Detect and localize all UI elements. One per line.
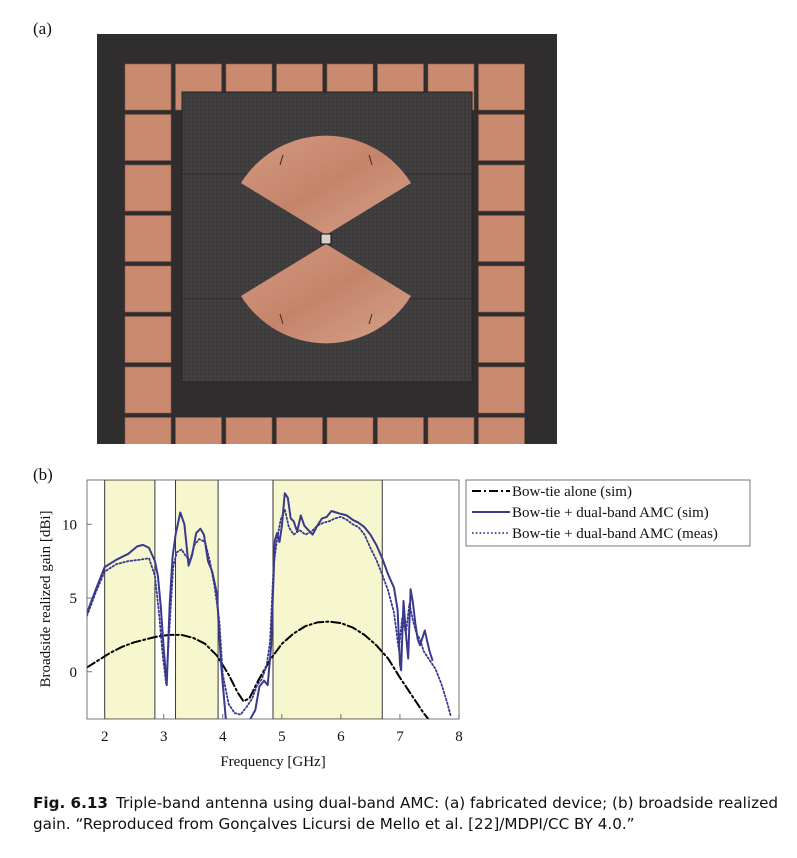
figure-caption: Fig. 6.13 Triple-band antenna using dual-… bbox=[33, 793, 783, 835]
amc-patch bbox=[478, 114, 525, 161]
amc-patch bbox=[175, 417, 222, 444]
gain-chart: 2 3 4 5 6 7 8 0 5 10 Frequency [GHz] Broadside r… bbox=[38, 479, 751, 770]
amc-patch bbox=[478, 316, 525, 363]
x-tick-label: 5 bbox=[278, 729, 286, 745]
amc-patch bbox=[478, 417, 525, 444]
amc-patch bbox=[377, 417, 424, 444]
amc-patch bbox=[124, 265, 172, 313]
series-line-0 bbox=[87, 620, 430, 719]
bowtie-lower-arm bbox=[241, 244, 411, 344]
y-tick-label: 5 bbox=[70, 591, 78, 607]
amc-patch bbox=[124, 215, 172, 262]
amc-patch bbox=[124, 366, 172, 414]
feed-point bbox=[320, 233, 332, 245]
amc-patch bbox=[478, 215, 525, 262]
y-axis-ticks: 0 5 10 bbox=[62, 517, 92, 681]
series-line-2 bbox=[87, 508, 452, 717]
series-line-1 bbox=[87, 492, 434, 719]
legend-label-1: Bow-tie + dual-band AMC (sim) bbox=[512, 505, 709, 521]
amc-patch bbox=[478, 164, 525, 212]
amc-patch bbox=[427, 417, 475, 444]
highlight-band bbox=[104, 480, 156, 719]
x-tick-label: 6 bbox=[337, 729, 345, 745]
plot-frame bbox=[86, 479, 460, 720]
amc-patch bbox=[124, 114, 172, 161]
x-tick-label: 8 bbox=[455, 729, 463, 745]
legend-label-2: Bow-tie + dual-band AMC (meas) bbox=[512, 526, 718, 542]
amc-patch bbox=[124, 316, 172, 363]
amc-patch bbox=[478, 63, 525, 111]
panel-a-label: (a) bbox=[33, 19, 52, 38]
caption-text: Triple-band antenna using dual-band AMC:… bbox=[33, 794, 779, 833]
amc-patch bbox=[124, 63, 172, 111]
x-tick-label: 3 bbox=[160, 729, 168, 745]
amc-patch bbox=[124, 164, 172, 212]
panel-b-label: (b) bbox=[33, 465, 53, 484]
amc-patch bbox=[276, 417, 323, 444]
highlight-bands bbox=[104, 480, 383, 719]
y-tick-label: 0 bbox=[70, 665, 78, 681]
amc-patch bbox=[225, 417, 273, 444]
bowtie-upper-arm bbox=[241, 135, 411, 235]
amc-patch bbox=[326, 417, 374, 444]
x-tick-label: 4 bbox=[219, 729, 227, 745]
series-layer bbox=[87, 492, 452, 719]
legend: Bow-tie alone (sim) Bow-tie + dual-band A… bbox=[465, 479, 751, 547]
y-tick-label: 10 bbox=[62, 517, 77, 533]
x-tick-label: 2 bbox=[101, 729, 109, 745]
x-axis-ticks: 2 3 4 5 6 7 8 bbox=[101, 714, 463, 745]
fabricated-device-photo bbox=[97, 34, 557, 444]
x-axis-label: Frequency [GHz] bbox=[220, 754, 325, 770]
legend-box bbox=[465, 479, 751, 547]
legend-label-0: Bow-tie alone (sim) bbox=[512, 484, 632, 500]
amc-patch bbox=[124, 417, 172, 444]
x-tick-label: 7 bbox=[396, 729, 404, 745]
amc-patch bbox=[478, 265, 525, 313]
amc-patch bbox=[478, 366, 525, 414]
figure-number: Fig. 6.13 bbox=[33, 794, 108, 812]
y-axis-label: Broadside realized gain [dBi] bbox=[38, 510, 54, 687]
